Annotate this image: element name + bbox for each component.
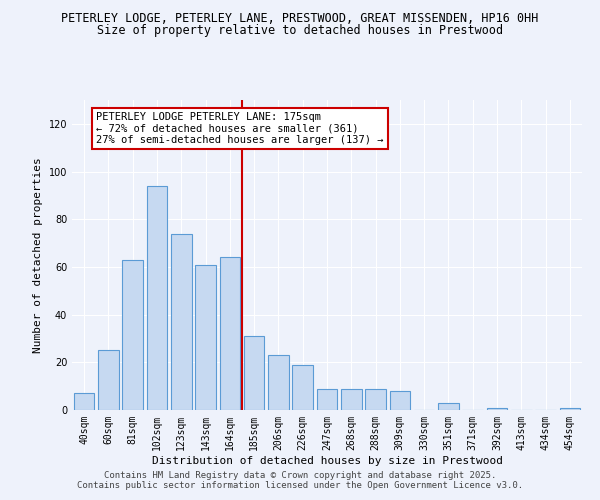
- Bar: [244, 336, 265, 410]
- Bar: [74, 394, 94, 410]
- Bar: [292, 364, 313, 410]
- Text: PETERLEY LODGE PETERLEY LANE: 175sqm
← 72% of detached houses are smaller (361)
: PETERLEY LODGE PETERLEY LANE: 175sqm ← 7…: [96, 112, 384, 145]
- Bar: [171, 234, 191, 410]
- Bar: [146, 186, 167, 410]
- Bar: [341, 388, 362, 410]
- Y-axis label: Number of detached properties: Number of detached properties: [33, 157, 43, 353]
- Bar: [365, 388, 386, 410]
- Bar: [487, 408, 508, 410]
- Bar: [317, 388, 337, 410]
- Text: Contains HM Land Registry data © Crown copyright and database right 2025.
Contai: Contains HM Land Registry data © Crown c…: [77, 470, 523, 490]
- Text: Size of property relative to detached houses in Prestwood: Size of property relative to detached ho…: [97, 24, 503, 37]
- Bar: [389, 391, 410, 410]
- Bar: [268, 355, 289, 410]
- Bar: [560, 408, 580, 410]
- Bar: [98, 350, 119, 410]
- Bar: [195, 264, 216, 410]
- Bar: [122, 260, 143, 410]
- Bar: [220, 258, 240, 410]
- Bar: [438, 403, 459, 410]
- X-axis label: Distribution of detached houses by size in Prestwood: Distribution of detached houses by size …: [151, 456, 503, 466]
- Text: PETERLEY LODGE, PETERLEY LANE, PRESTWOOD, GREAT MISSENDEN, HP16 0HH: PETERLEY LODGE, PETERLEY LANE, PRESTWOOD…: [61, 12, 539, 26]
